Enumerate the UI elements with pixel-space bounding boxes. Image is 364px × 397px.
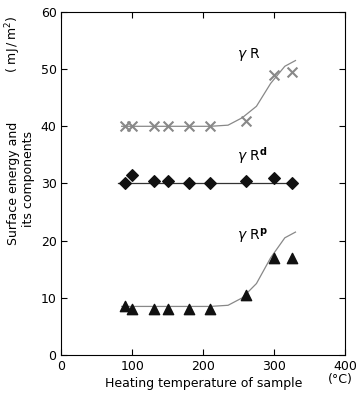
Point (129, 306, 135, 312)
Point (289, 254, 295, 261)
Text: $\it{\gamma}$ R: $\it{\gamma}$ R (237, 46, 261, 63)
Point (289, 180, 295, 187)
Point (243, 177, 249, 184)
Point (243, 292, 249, 298)
Point (207, 123, 213, 129)
Point (207, 306, 213, 312)
Point (129, 123, 135, 129)
Point (165, 123, 171, 129)
Text: (°C): (°C) (328, 373, 353, 385)
Point (289, 69, 295, 75)
Point (151, 177, 157, 184)
Point (122, 123, 128, 129)
Point (122, 180, 128, 187)
Point (271, 72, 277, 78)
Point (122, 303, 128, 310)
Point (271, 175, 277, 181)
Text: $\it{\gamma}$ R$^\mathbf{d}$: $\it{\gamma}$ R$^\mathbf{d}$ (237, 145, 268, 166)
Text: $\rm{(\ mJ\,/\,m^2)}$: $\rm{(\ mJ\,/\,m^2)}$ (4, 16, 23, 73)
X-axis label: Heating temperature of sample: Heating temperature of sample (104, 377, 302, 390)
Point (129, 172, 135, 178)
Point (186, 123, 192, 129)
Point (165, 177, 171, 184)
Point (207, 180, 213, 187)
Point (151, 306, 157, 312)
Y-axis label: Surface energy and
  its components: Surface energy and its components (7, 122, 35, 245)
Point (243, 118, 249, 124)
Text: $\it{\gamma}$ R$^\mathbf{p}$: $\it{\gamma}$ R$^\mathbf{p}$ (237, 227, 268, 246)
Point (271, 254, 277, 261)
Point (165, 306, 171, 312)
Point (186, 180, 192, 187)
Point (186, 306, 192, 312)
Point (151, 123, 157, 129)
